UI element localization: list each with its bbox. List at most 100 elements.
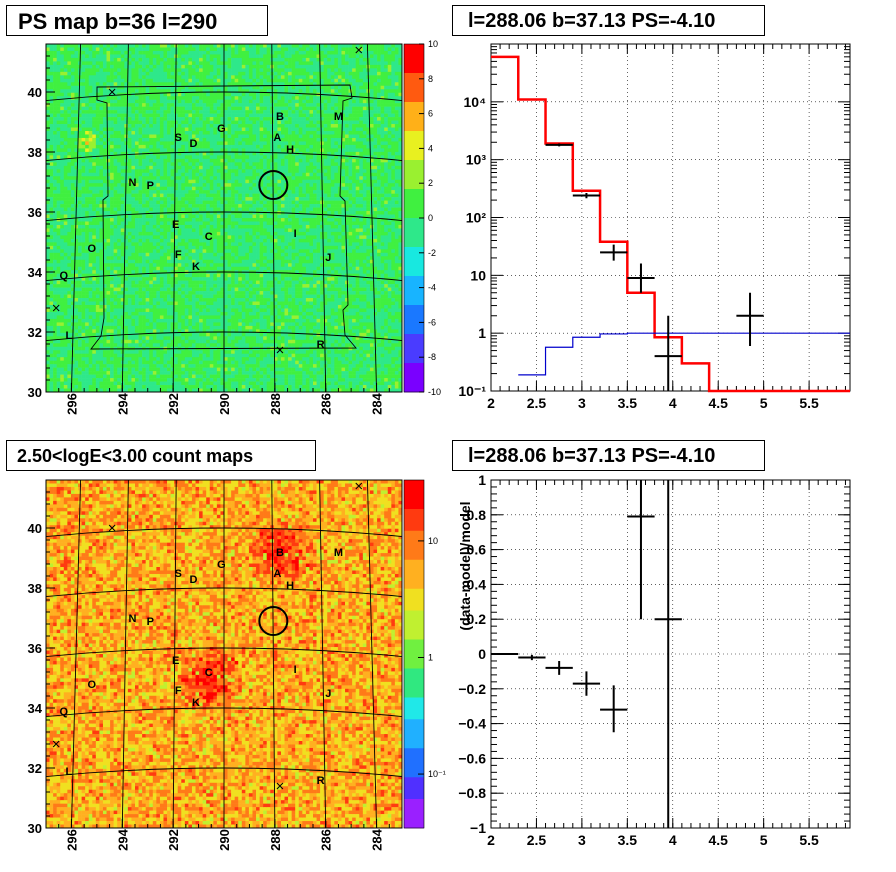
count-colorbar: 10 1 10⁻¹ xyxy=(403,479,446,829)
colorbar-label: -10 xyxy=(428,387,441,397)
source-label-D: D xyxy=(190,574,198,586)
cross-marker xyxy=(355,482,363,490)
source-label-R: R xyxy=(317,775,325,787)
latitude-line xyxy=(41,468,407,477)
cross-marker xyxy=(276,782,284,790)
region-outline xyxy=(90,84,357,350)
colorbar-label: 10 xyxy=(428,536,438,546)
x-tick-label: 288 xyxy=(268,829,283,851)
residual-point xyxy=(654,480,682,828)
source-label-A: A xyxy=(273,132,281,144)
x-tick-label: 3.5 xyxy=(618,395,638,411)
y-tick-label: −0.4 xyxy=(458,716,486,732)
longitude-line xyxy=(366,44,378,392)
x-tick-label: 3.5 xyxy=(618,832,638,848)
colorbar-label: 4 xyxy=(428,143,433,153)
y-tick-label: 38 xyxy=(28,581,42,596)
longitude-line xyxy=(271,480,276,828)
longitude-line xyxy=(121,480,129,828)
y-tick-label: −1 xyxy=(470,820,486,836)
longitude-line xyxy=(121,44,129,392)
residual-plot: 2 2.5 3 3.5 4 4.5 5 5.5 1 0.8 0.6 0.4 0.2 0 −0.2 −0.4 −0… xyxy=(457,472,851,848)
source-label-F: F xyxy=(175,685,182,697)
y-tick-label: −0.6 xyxy=(458,750,486,766)
residual-point xyxy=(491,653,519,655)
x-tick-label: 296 xyxy=(64,829,79,851)
x-tick-label: 4.5 xyxy=(708,832,728,848)
model-total-line xyxy=(491,55,850,393)
grid-lines xyxy=(490,479,850,829)
x-tick-label: 292 xyxy=(166,393,181,415)
data-point xyxy=(545,143,573,147)
source-label-S: S xyxy=(175,568,182,580)
x-tick-label: 296 xyxy=(64,393,79,415)
source-label-Q: Q xyxy=(60,270,69,282)
residual-point xyxy=(545,660,573,675)
x-tick-label: 288 xyxy=(268,393,283,415)
x-tick-label: 294 xyxy=(115,828,130,850)
longitude-line xyxy=(70,44,82,392)
y-tick-label: 40 xyxy=(28,521,42,536)
y-tick-label: 10⁻¹ xyxy=(458,383,486,399)
y-tick-label: 0.6 xyxy=(467,542,487,558)
colorbar-label: 0 xyxy=(428,213,433,223)
source-label-F: F xyxy=(175,249,182,261)
y-tick-label: 10² xyxy=(466,210,487,226)
source-label-E: E xyxy=(172,655,179,667)
y-tick-label: 0 xyxy=(478,646,486,662)
target-circle xyxy=(258,606,289,636)
x-tick-label: 284 xyxy=(370,828,385,850)
y-tick-label: 36 xyxy=(28,205,42,220)
x-tick-label: 292 xyxy=(166,829,181,851)
colorbar-label: 1 xyxy=(428,652,433,662)
y-tick-label: 0.8 xyxy=(467,507,487,523)
source-label-A: A xyxy=(273,568,281,580)
y-tick-label: 10 xyxy=(470,267,486,283)
y-tick-label: 10³ xyxy=(466,152,487,168)
x-tick-label: 2 xyxy=(487,832,495,848)
source-label-K: K xyxy=(192,261,200,273)
plot-frame xyxy=(490,43,851,392)
source-label-D: D xyxy=(190,138,198,150)
source-label-L: L xyxy=(66,766,73,778)
y-tick-label: 30 xyxy=(28,385,42,400)
grid-lines xyxy=(490,44,850,392)
source-label-P: P xyxy=(147,616,154,628)
source-label-O: O xyxy=(87,243,96,255)
x-tick-label: 290 xyxy=(217,829,232,851)
data-point xyxy=(600,244,628,261)
longitude-line xyxy=(271,44,276,392)
source-label-O: O xyxy=(87,679,96,691)
x-tick-label: 4.5 xyxy=(708,395,728,411)
x-tick-label: 5.5 xyxy=(799,832,819,848)
ps-map-title: PS map b=36 l=290 xyxy=(6,5,268,36)
longitude-line xyxy=(70,480,82,828)
source-label-C: C xyxy=(205,667,213,679)
data-point xyxy=(654,315,682,391)
count-map-plot: B M G A S D H N P E C I O FK J Q L R 296 294 292 290 288 286 284… xyxy=(28,468,446,851)
source-label-B: B xyxy=(276,111,284,123)
count-map-title: 2.50<logE<3.00 count maps xyxy=(6,440,316,471)
coordinate-grid xyxy=(41,468,407,828)
source-label-N: N xyxy=(128,177,136,189)
longitude-line xyxy=(172,480,177,828)
x-tick-label: 5 xyxy=(760,832,768,848)
x-tick-label: 284 xyxy=(370,392,385,414)
colorbar-label: 6 xyxy=(428,109,433,119)
colorbar-label: 10 xyxy=(428,39,438,49)
source-label-B: B xyxy=(276,547,284,559)
source-label-G: G xyxy=(217,123,226,135)
y-tick-label: −0.2 xyxy=(458,681,486,697)
y-tick-label: 38 xyxy=(28,145,42,160)
colorbar-label: -4 xyxy=(428,283,436,293)
cross-marker xyxy=(108,88,116,96)
source-label-S: S xyxy=(175,132,182,144)
residual-title: l=288.06 b=37.13 PS=-4.10 xyxy=(452,440,765,471)
x-tick-label: 5.5 xyxy=(799,395,819,411)
x-tick-label: 4 xyxy=(669,395,677,411)
y-tick-label: 36 xyxy=(28,641,42,656)
x-tick-label: 3 xyxy=(578,832,586,848)
colorbar-label: -6 xyxy=(428,317,436,327)
